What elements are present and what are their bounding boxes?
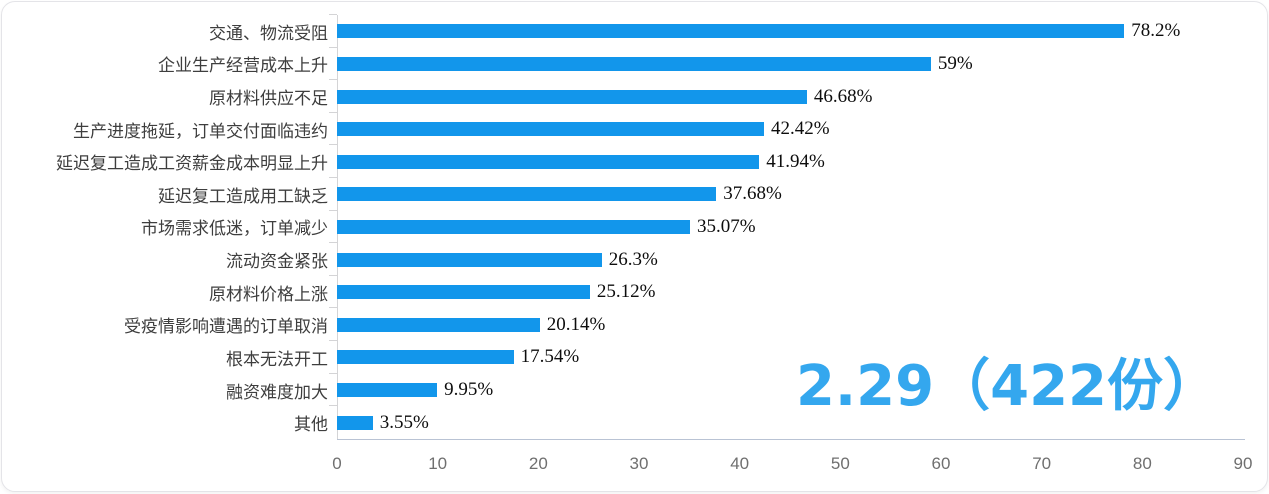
bar-row: 原材料供应不足 46.68% — [2, 79, 1243, 113]
plot-cell: 42.42% — [329, 111, 1243, 146]
bar — [337, 154, 760, 169]
plot-cell: 17.54% — [329, 340, 1243, 374]
x-axis-ticks: 0 10 20 30 40 50 60 70 80 90 — [332, 454, 1252, 478]
category-label: 其他 — [294, 415, 328, 435]
bar — [337, 219, 691, 234]
category-label: 流动资金紧张 — [226, 252, 328, 272]
bar — [337, 122, 765, 137]
value-label: 35.07% — [697, 215, 756, 237]
bar-row: 原材料价格上涨 25.12% — [2, 274, 1243, 309]
x-tick-label: 70 — [1032, 454, 1052, 473]
category-label: 受疫情影响遭遇的订单取消 — [124, 317, 328, 337]
category-label: 企业生产经营成本上升 — [158, 56, 328, 76]
x-tick-label: 60 — [931, 454, 951, 473]
plot-cell: 35.07% — [329, 209, 1243, 244]
category-label: 原材料供应不足 — [209, 89, 328, 109]
bar — [337, 89, 807, 104]
plot-cell: 9.95% — [329, 372, 1243, 407]
value-label: 46.68% — [813, 85, 873, 107]
bar — [337, 56, 931, 71]
bar-row: 延迟复工造成用工缺乏 37.68% — [2, 177, 1243, 211]
category-label: 延迟复工造成工资薪金成本明显上升 — [56, 154, 328, 174]
bar — [337, 285, 590, 300]
plot-cell: 59% — [329, 46, 1243, 81]
bar — [337, 350, 514, 365]
x-tick-label: 10 — [428, 454, 448, 473]
category-label: 原材料价格上涨 — [209, 284, 328, 304]
value-label: 59% — [937, 52, 973, 74]
value-label: 41.94% — [766, 150, 825, 172]
bar — [337, 187, 717, 202]
bar — [337, 24, 1125, 39]
value-label: 25.12% — [596, 281, 656, 303]
plot-cell: 78.2% — [329, 14, 1243, 48]
plot-cell: 20.14% — [329, 307, 1243, 341]
bar-row: 流动资金紧张 26.3% — [2, 242, 1243, 276]
bar-row: 企业生产经营成本上升 59% — [2, 46, 1243, 81]
plot-cell: 37.68% — [329, 177, 1243, 211]
chart-rows: 交通、物流受阻 78.2% 企业生产经营成本上升 59% 原材料供应不足 46.68% 生产… — [2, 14, 1243, 439]
x-axis-line — [337, 439, 1245, 440]
category-label: 生产进度拖延，订单交付面临违约 — [73, 121, 328, 141]
plot-cell: 46.68% — [329, 79, 1243, 113]
value-label: 3.55% — [379, 411, 429, 433]
value-label: 42.42% — [771, 118, 830, 140]
bar-row: 根本无法开工 17.54% — [2, 340, 1243, 374]
bar — [337, 383, 438, 397]
category-label: 根本无法开工 — [226, 349, 328, 369]
value-label: 17.54% — [520, 346, 580, 368]
x-tick-label: 40 — [730, 454, 750, 473]
x-tick-label: 90 — [1233, 454, 1253, 473]
bar-row: 生产进度拖延，订单交付面临违约 42.42% — [2, 111, 1243, 146]
bar-row: 延迟复工造成工资薪金成本明显上升 41.94% — [2, 144, 1243, 178]
x-tick-label: 20 — [528, 454, 548, 473]
value-label: 20.14% — [546, 313, 606, 335]
x-tick-label: 0 — [332, 454, 342, 473]
value-label: 26.3% — [608, 248, 658, 270]
plot-cell: 41.94% — [329, 144, 1243, 178]
bar-row: 其他 3.55% — [2, 405, 1243, 439]
bar — [337, 317, 540, 332]
bar-row: 受疫情影响遭遇的订单取消 20.14% — [2, 307, 1243, 341]
x-tick-label: 30 — [629, 454, 649, 473]
category-label: 市场需求低迷，订单减少 — [141, 219, 328, 239]
bar-row: 融资难度加大 9.95% — [2, 372, 1243, 407]
plot-cell: 25.12% — [329, 274, 1243, 309]
category-label: 融资难度加大 — [226, 382, 328, 402]
annotation-text: 2.29（422份） — [795, 354, 1219, 419]
x-tick-label: 50 — [830, 454, 850, 473]
bar — [337, 252, 602, 267]
value-label: 37.68% — [723, 183, 782, 205]
category-label: 延迟复工造成用工缺乏 — [158, 186, 328, 206]
bar-row: 市场需求低迷，订单减少 35.07% — [2, 209, 1243, 244]
value-label: 9.95% — [444, 379, 494, 400]
x-tick-label: 80 — [1132, 454, 1152, 473]
plot-cell: 26.3% — [329, 242, 1243, 276]
bar-row: 交通、物流受阻 78.2% — [2, 14, 1243, 48]
plot-cell: 3.55% — [329, 405, 1243, 439]
bar — [337, 415, 373, 430]
category-label: 交通、物流受阻 — [209, 23, 328, 43]
value-label: 78.2% — [1131, 20, 1181, 42]
